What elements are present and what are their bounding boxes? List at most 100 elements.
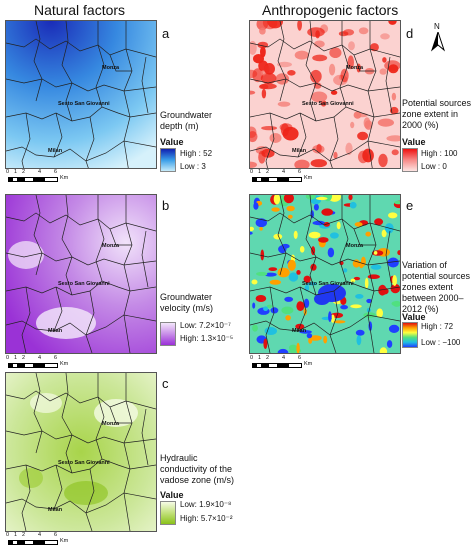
municipal-boundary (250, 78, 400, 92)
variation-patch (327, 247, 335, 258)
municipal-boundary (305, 195, 317, 296)
scalebar-c: 0 1 2 4 6 Km (6, 532, 116, 546)
source-zone-patch (314, 40, 325, 48)
source-zone-patch (330, 90, 338, 95)
city-label-sesto: Sesto San Giovanni (58, 460, 110, 466)
variation-patch (376, 308, 383, 318)
panel-a-title: Groundwater depth (m) (160, 110, 213, 131)
municipal-boundary (297, 112, 307, 158)
municipal-boundary (6, 78, 156, 92)
legend-a-high: High : 52 (180, 149, 213, 158)
scalebar-tick: 2 (22, 532, 26, 538)
panel-letter-e: e (406, 198, 414, 213)
variation-patch (287, 214, 293, 219)
source-zone-patch (260, 46, 266, 58)
variation-patch (323, 335, 328, 344)
variation-patch (373, 251, 378, 255)
legend-d-high: High : 100 (421, 149, 458, 158)
source-zone-patch (348, 41, 355, 51)
variation-patch (356, 335, 362, 346)
legend-c-ramp (160, 501, 176, 525)
source-zone-patch (250, 131, 258, 143)
legend-d-heading: Value (402, 137, 426, 147)
scalebar-bar (8, 177, 58, 182)
variation-patch (273, 195, 281, 205)
panel-letter-c: c (162, 376, 169, 391)
municipal-boundary (6, 106, 156, 122)
variation-patch (381, 229, 387, 238)
municipal-boundary (339, 195, 349, 282)
variation-patch (299, 246, 305, 253)
source-zone-patch (264, 63, 275, 75)
variation-patch (268, 267, 278, 271)
municipal-boundary (61, 373, 73, 474)
municipal-boundary (21, 112, 31, 168)
source-zone-patch (261, 148, 275, 158)
source-zone-patch (347, 55, 354, 70)
variation-patch (277, 348, 289, 353)
variation-patch (374, 218, 384, 226)
variation-patch (394, 200, 400, 205)
variation-patch (397, 250, 400, 256)
variation-patch (387, 257, 399, 268)
source-zone-patch (261, 88, 267, 99)
variation-patch (263, 306, 269, 311)
source-zone-patch (262, 21, 278, 30)
legend-e-low: Low : −100 (421, 338, 461, 347)
panel-d-title: Potential sources zone extent in 2000 (%… (402, 98, 472, 130)
scalebar-a: 0 1 2 4 6 Km (6, 169, 116, 183)
variation-patch (296, 270, 301, 275)
variation-patch (255, 295, 267, 302)
anthropogenic-factors-title: Anthropogenic factors (262, 2, 399, 18)
variation-patch (379, 347, 388, 353)
city-label-monza: Monza (102, 421, 120, 427)
scalebar-d: 0 1 2 4 6 Km (250, 169, 360, 183)
source-zone-patch (277, 101, 291, 107)
source-zone-patch (253, 54, 264, 64)
variation-patch (333, 320, 346, 324)
variation-patch (273, 233, 283, 240)
municipal-boundary (6, 458, 156, 474)
legend-e-heading: Value (402, 312, 426, 322)
variation-patch (367, 274, 380, 279)
municipal-boundary (109, 406, 132, 424)
source-zone-patch (297, 21, 302, 31)
source-zone-patch (378, 153, 388, 168)
variation-patch (354, 222, 363, 227)
variation-patch (370, 264, 382, 270)
municipal-boundary (353, 54, 376, 72)
variation-patch (388, 324, 400, 333)
municipal-boundary (85, 290, 95, 353)
variation-patch (283, 195, 294, 204)
legend-d-low: Low : 0 (421, 162, 447, 171)
municipal-boundary (6, 252, 156, 266)
municipal-boundary (250, 106, 400, 122)
source-zone-patch (259, 27, 266, 35)
scalebar-tick: 6 (298, 169, 302, 175)
source-zone-patch (358, 150, 369, 164)
municipal-boundary (265, 286, 275, 353)
municipal-boundary (6, 390, 156, 410)
municipal-boundary (6, 212, 156, 232)
municipal-boundary (329, 290, 339, 353)
scalebar-tick: 1 (258, 169, 262, 175)
municipal-boundary (250, 314, 400, 336)
variation-patch (328, 311, 332, 323)
variation-patch (350, 304, 362, 309)
scalebar-tick: 1 (14, 169, 18, 175)
scalebar-bar (252, 177, 302, 182)
source-zone-patch (386, 135, 400, 142)
source-zone-patch (307, 27, 325, 37)
variation-patch (349, 201, 357, 209)
municipal-boundary (385, 230, 393, 288)
municipal-boundary (53, 464, 63, 510)
variation-patch (305, 195, 316, 200)
scalebar-tick: 6 (54, 355, 58, 361)
source-zone-patch (259, 84, 269, 90)
source-zone-patch (391, 92, 397, 101)
variation-patch (340, 305, 348, 310)
map-hydraulic-conductivity: Monza Sesto San Giovanni Milan (5, 372, 157, 532)
legend-c-second: High: 5.7×10⁻² (180, 514, 233, 523)
north-label: N (434, 22, 440, 31)
source-zone-patch (275, 73, 290, 85)
